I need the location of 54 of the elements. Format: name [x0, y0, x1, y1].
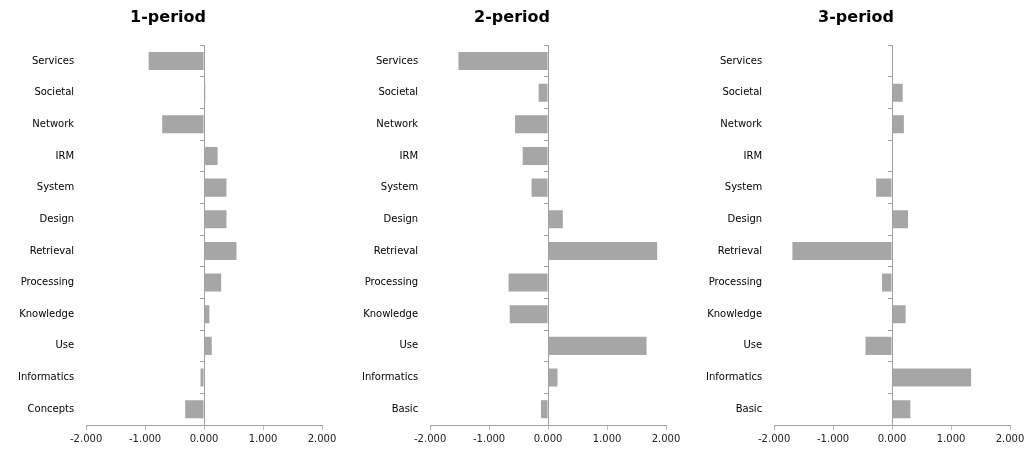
y-tick-label: Societal — [722, 86, 763, 98]
y-tick-label: Design — [39, 212, 75, 224]
x-tick-label: -1.000 — [816, 432, 850, 444]
x-tick-label: 2.000 — [307, 432, 337, 444]
x-tick-label: -1.000 — [128, 432, 162, 444]
x-tick-label: 1.000 — [936, 432, 966, 444]
y-tick-label: Design — [727, 212, 763, 224]
x-tick-label: 0.000 — [533, 432, 563, 444]
x-tick-label: -2.000 — [414, 432, 447, 444]
y-tick-label: IRM — [743, 149, 763, 161]
y-tick-label: Societal — [378, 86, 419, 98]
y-tick-label: Network — [32, 117, 75, 129]
x-tick-label: 1.000 — [592, 432, 622, 444]
y-tick-label: Processing — [364, 276, 419, 288]
y-tick-label: Use — [55, 339, 75, 351]
y-tick-label: System — [380, 181, 419, 193]
y-tick-label: Basic — [735, 402, 763, 414]
x-tick-label: 2.000 — [651, 432, 681, 444]
y-tick-label: Use — [399, 339, 419, 351]
y-tick-label: Concepts — [27, 402, 75, 414]
y-tick-label: Services — [719, 54, 763, 66]
y-tick-label: IRM — [55, 149, 75, 161]
y-tick-label: Network — [720, 117, 763, 129]
chart-title: 2-period — [474, 6, 550, 26]
y-tick-label: Retrieval — [373, 244, 419, 256]
y-tick-label: Knowledge — [707, 307, 763, 319]
chart-title: 3-period — [818, 6, 894, 26]
y-tick-label: Processing — [708, 276, 763, 288]
y-tick-label: System — [36, 181, 75, 193]
y-tick-label: Retrieval — [717, 244, 763, 256]
y-tick-label: System — [724, 181, 763, 193]
y-tick-label: IRM — [399, 149, 419, 161]
chart-title: 1-period — [130, 6, 206, 26]
x-tick-label: -1.000 — [472, 432, 506, 444]
y-tick-label: Services — [31, 54, 75, 66]
x-tick-label: 1.000 — [248, 432, 278, 444]
y-tick-label: Informatics — [706, 371, 763, 383]
y-tick-label: Use — [743, 339, 763, 351]
y-tick-label: Societal — [34, 86, 75, 98]
x-tick-label: -2.000 — [70, 432, 103, 444]
y-tick-label: Basic — [391, 402, 419, 414]
y-tick-label: Informatics — [362, 371, 419, 383]
y-tick-label: Knowledge — [363, 307, 419, 319]
x-tick-label: 0.000 — [877, 432, 907, 444]
y-tick-label: Knowledge — [19, 307, 75, 319]
y-tick-label: Retrieval — [29, 244, 75, 256]
y-tick-label: Services — [375, 54, 419, 66]
y-tick-label: Design — [383, 212, 419, 224]
x-tick-label: -2.000 — [758, 432, 791, 444]
x-tick-label: 2.000 — [995, 432, 1025, 444]
y-tick-label: Network — [376, 117, 419, 129]
x-tick-label: 0.000 — [189, 432, 219, 444]
y-tick-label: Processing — [20, 276, 75, 288]
y-tick-label: Informatics — [18, 371, 75, 383]
